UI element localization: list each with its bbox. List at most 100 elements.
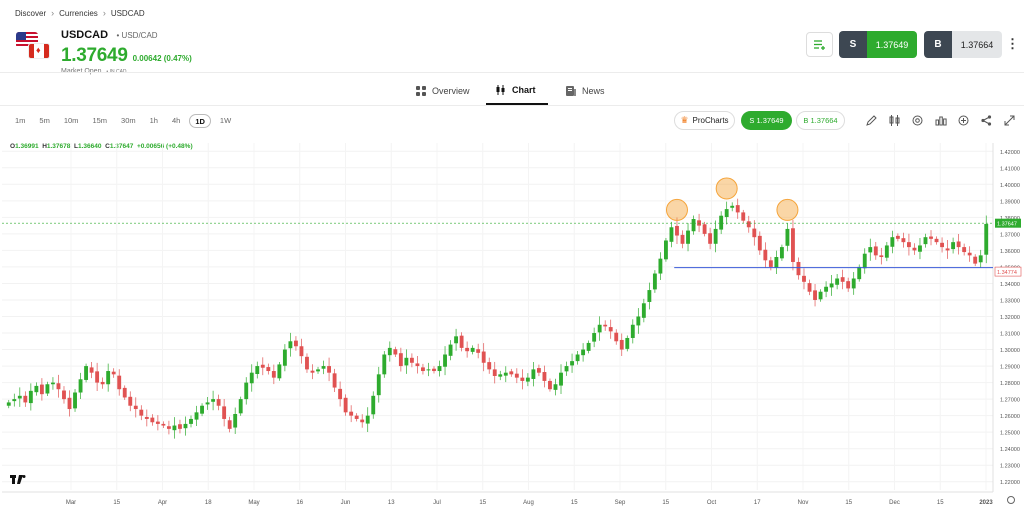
bars-icon[interactable] [929, 113, 952, 128]
plus-circle-icon[interactable] [952, 113, 975, 128]
candle-body [111, 371, 116, 375]
candle-body [67, 397, 72, 410]
watchlist-button[interactable] [806, 32, 833, 57]
candle-body [514, 373, 519, 378]
timeframe-1h[interactable]: 1h [149, 116, 158, 125]
timeframe-5m[interactable]: 5m [39, 116, 50, 125]
candle-body [244, 382, 249, 400]
ohlc-high: 1.37678 [46, 143, 71, 150]
more-options-icon[interactable]: ⋮ [1006, 36, 1019, 51]
candle-body [62, 390, 66, 400]
ohlc-close-label: C [105, 143, 110, 150]
timeframe-1m[interactable]: 1m [15, 116, 26, 125]
candle-body [768, 260, 773, 267]
timeframe-4h[interactable]: 4h [171, 116, 181, 125]
tab-overview[interactable]: Overview [416, 76, 470, 105]
pencil-icon[interactable] [860, 113, 883, 128]
candle-body [884, 245, 889, 258]
candle-body [332, 373, 337, 388]
settings-icon[interactable] [906, 113, 929, 128]
candle-body [282, 349, 287, 366]
breadcrumb-discover[interactable]: Discover [15, 8, 47, 18]
indicators-icon[interactable] [883, 113, 906, 128]
sell-button[interactable]: S 1.37649 [839, 31, 917, 58]
x-tick-label: 18 [205, 500, 212, 506]
candle-body [608, 327, 613, 332]
grid-icon [416, 85, 426, 96]
candle-body [746, 221, 751, 228]
y-tick-label: 1.37000 [1000, 232, 1020, 238]
candle-body [719, 215, 724, 230]
candle-body [581, 349, 586, 356]
tab-news[interactable]: News [566, 76, 605, 105]
candle-body [260, 364, 265, 368]
resistance-marker [776, 198, 799, 221]
candle-body [6, 402, 11, 406]
candle-body [415, 363, 420, 367]
candle-body [404, 357, 409, 366]
candle-body [227, 420, 232, 429]
candle-body [503, 372, 508, 376]
timeframe-10m[interactable]: 10m [63, 116, 79, 125]
candles-icon [496, 84, 505, 95]
x-tick-label: 17 [754, 500, 761, 506]
quick-sell-button[interactable]: S 1.37649 [741, 111, 792, 130]
y-tick-label: 1.27000 [1000, 398, 1020, 404]
timeframe-1d[interactable]: 1D [189, 114, 211, 128]
instrument-pair: • USD/CAD [116, 31, 158, 40]
candle-body [945, 248, 950, 251]
candle-body [51, 382, 55, 385]
candle-body [454, 336, 459, 344]
candle-body [238, 399, 243, 414]
candle-body [807, 283, 812, 292]
candle-body [724, 209, 729, 218]
candle-body [686, 230, 690, 244]
candle-body [376, 374, 381, 396]
timeframe-30m[interactable]: 30m [121, 116, 136, 125]
candle-body [967, 252, 972, 256]
quick-buy-button[interactable]: B 1.37664 [796, 111, 845, 130]
y-tick-label: 1.30000 [1000, 348, 1020, 354]
buy-label: B [924, 31, 952, 58]
y-tick-label: 1.26000 [1000, 414, 1020, 420]
timeframe-1w[interactable]: 1W [219, 116, 232, 125]
tab-news-label: News [582, 85, 605, 96]
x-tick-label: Apr [158, 500, 167, 506]
candle-body [481, 351, 486, 363]
candle-body [89, 367, 94, 373]
breadcrumb-currencies[interactable]: Currencies [59, 8, 98, 18]
candle-body [630, 324, 635, 338]
candle-body [432, 368, 436, 372]
candle-body [824, 286, 829, 292]
timeframe-15m[interactable]: 15m [92, 116, 108, 125]
candle-body [233, 413, 238, 428]
candle-body [868, 247, 873, 253]
expand-icon[interactable] [998, 113, 1021, 128]
candle-body [437, 366, 442, 372]
ohlc-close: 1.37647 [109, 143, 134, 150]
buy-button[interactable]: B 1.37664 [924, 31, 1002, 58]
candle-body [194, 412, 199, 420]
y-tick-label: 1.34000 [1000, 282, 1020, 288]
instrument-tabs: Overview Chart News [0, 76, 1024, 105]
share-icon[interactable] [975, 113, 998, 128]
candle-body [166, 426, 171, 429]
ohlc-low-label: L [74, 143, 78, 150]
ohlc-high-label: H [42, 143, 47, 150]
candle-body [211, 399, 216, 402]
candle-body [940, 242, 944, 248]
y-tick-label: 1.33000 [1000, 298, 1020, 304]
candle-body [741, 212, 746, 221]
candle-body [730, 205, 735, 208]
header-divider [0, 72, 1024, 73]
chart-tools [860, 113, 1021, 128]
candle-body [382, 354, 387, 375]
candle-body [144, 416, 149, 419]
procharts-button[interactable]: ♛ ProCharts [674, 111, 735, 130]
candle-body [343, 397, 348, 413]
tab-chart[interactable]: Chart [486, 76, 548, 105]
price-chart[interactable]: 1.420001.410001.400001.390001.380001.370… [0, 137, 1024, 510]
candle-body [448, 344, 453, 356]
candle-body [735, 205, 740, 213]
